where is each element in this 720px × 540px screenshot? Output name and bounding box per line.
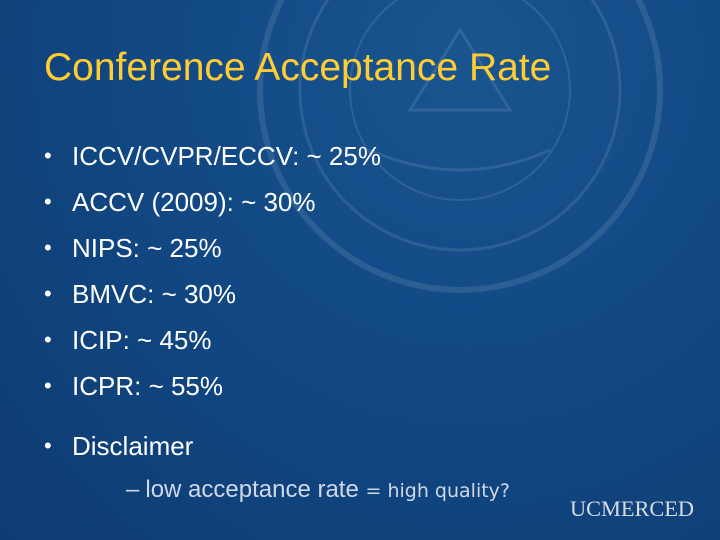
subpoint-text: low acceptance rate	[145, 476, 359, 503]
bullet-text: ICCV/CVPR/ECCV: ~ 25%	[72, 141, 381, 171]
disclaimer-label: Disclaimer	[72, 431, 194, 461]
list-item: • ICPR: ~ 55%	[44, 363, 381, 409]
bullet-icon: •	[44, 433, 52, 458]
list-item: • BMVC: ~ 30%	[44, 271, 381, 317]
bullet-text: ACCV (2009): ~ 30%	[72, 187, 316, 217]
bullet-icon: •	[44, 373, 52, 398]
disclaimer-subpoint: – low acceptance rate = high quality?	[126, 472, 510, 509]
university-seal-watermark	[257, 0, 663, 293]
bullet-list: • ICCV/CVPR/ECCV: ~ 25% • ACCV (2009): ~ 3…	[44, 133, 381, 409]
list-item: • NIPS: ~ 25%	[44, 225, 381, 271]
bullet-icon: •	[44, 327, 52, 352]
logo-wordmark: UCMERCED	[570, 496, 694, 521]
disclaimer-bullet: • Disclaimer	[44, 423, 193, 469]
subpoint-suffix: = high quality?	[365, 480, 511, 502]
bullet-text: BMVC: ~ 30%	[72, 279, 237, 309]
bullet-text: NIPS: ~ 25%	[72, 233, 222, 263]
bullet-text: ICPR: ~ 55%	[72, 371, 224, 401]
bullet-icon: •	[44, 235, 52, 260]
bullet-icon: •	[44, 281, 52, 306]
slide-title: Conference Acceptance Rate	[44, 46, 552, 89]
bullet-icon: •	[44, 143, 52, 168]
list-item: • ICCV/CVPR/ECCV: ~ 25%	[44, 133, 381, 179]
list-item: • ICIP: ~ 45%	[44, 317, 381, 363]
bullet-text: ICIP: ~ 45%	[72, 325, 212, 355]
bullet-icon: •	[44, 189, 52, 214]
dash-icon: –	[126, 476, 140, 503]
ucmerced-logo: UCMERCED	[570, 496, 694, 521]
list-item: • ACCV (2009): ~ 30%	[44, 179, 381, 225]
